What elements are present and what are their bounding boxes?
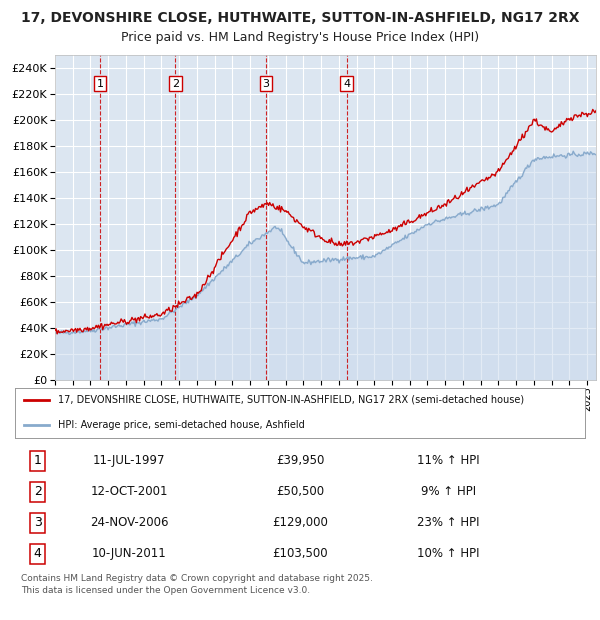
- Text: 2: 2: [34, 485, 42, 498]
- Text: £50,500: £50,500: [276, 485, 324, 498]
- Text: 10-JUN-2011: 10-JUN-2011: [92, 547, 166, 560]
- Text: 4: 4: [34, 547, 42, 560]
- Text: £39,950: £39,950: [276, 454, 324, 467]
- Text: 17, DEVONSHIRE CLOSE, HUTHWAITE, SUTTON-IN-ASHFIELD, NG17 2RX (semi-detached hou: 17, DEVONSHIRE CLOSE, HUTHWAITE, SUTTON-…: [58, 394, 524, 404]
- Text: Price paid vs. HM Land Registry's House Price Index (HPI): Price paid vs. HM Land Registry's House …: [121, 30, 479, 43]
- Text: 2: 2: [172, 79, 179, 89]
- Text: 23% ↑ HPI: 23% ↑ HPI: [417, 516, 479, 529]
- Text: 3: 3: [263, 79, 269, 89]
- Text: 9% ↑ HPI: 9% ↑ HPI: [421, 485, 476, 498]
- Text: 1: 1: [34, 454, 42, 467]
- Text: 11-JUL-1997: 11-JUL-1997: [93, 454, 165, 467]
- Text: 11% ↑ HPI: 11% ↑ HPI: [417, 454, 479, 467]
- Text: Contains HM Land Registry data © Crown copyright and database right 2025.
This d: Contains HM Land Registry data © Crown c…: [21, 574, 373, 595]
- Text: 1: 1: [97, 79, 103, 89]
- Text: 17, DEVONSHIRE CLOSE, HUTHWAITE, SUTTON-IN-ASHFIELD, NG17 2RX: 17, DEVONSHIRE CLOSE, HUTHWAITE, SUTTON-…: [21, 11, 579, 25]
- Text: £129,000: £129,000: [272, 516, 328, 529]
- Text: £103,500: £103,500: [272, 547, 328, 560]
- Text: HPI: Average price, semi-detached house, Ashfield: HPI: Average price, semi-detached house,…: [58, 420, 305, 430]
- Text: 10% ↑ HPI: 10% ↑ HPI: [417, 547, 479, 560]
- Text: 3: 3: [34, 516, 42, 529]
- Text: 4: 4: [343, 79, 350, 89]
- Text: 12-OCT-2001: 12-OCT-2001: [90, 485, 168, 498]
- Text: 24-NOV-2006: 24-NOV-2006: [90, 516, 168, 529]
